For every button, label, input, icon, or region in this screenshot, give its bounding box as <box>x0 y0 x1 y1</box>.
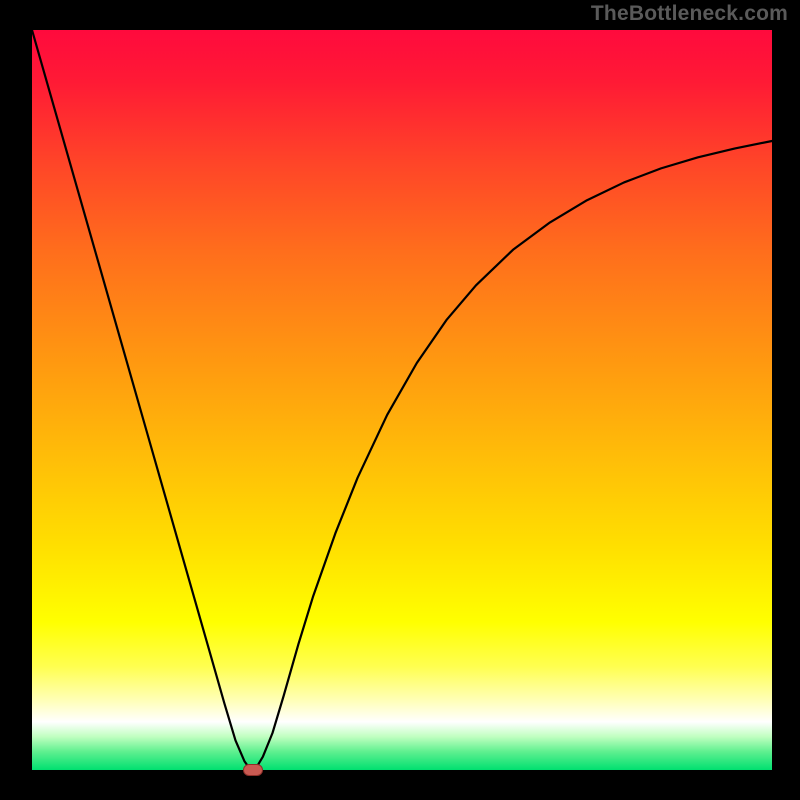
bottleneck-chart: TheBottleneck.com <box>0 0 800 800</box>
watermark-text: TheBottleneck.com <box>591 2 788 26</box>
bottleneck-marker <box>243 764 263 776</box>
bottleneck-curve <box>32 30 772 770</box>
curve-overlay <box>0 0 800 800</box>
